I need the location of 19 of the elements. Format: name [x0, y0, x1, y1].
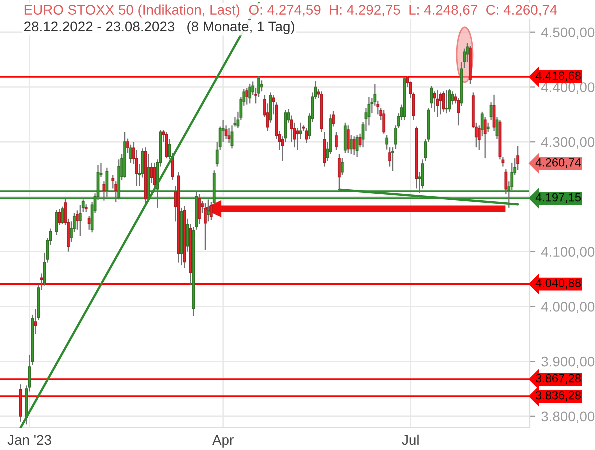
x-tick-label: Jul	[402, 434, 419, 446]
y-tick-label: 4.000,00	[541, 302, 595, 314]
y-tick-label: 4.100,00	[541, 247, 595, 259]
y-tick-label: 3.800,00	[542, 412, 595, 424]
ref-line-label: 3.836,28	[536, 391, 581, 402]
ref-line-label: 3.867,28	[536, 374, 581, 384]
x-tick-label: Apr	[212, 435, 234, 448]
x-tick-label: Jan '23	[8, 435, 52, 446]
y-tick-label: 3.900,00	[542, 356, 595, 368]
y-tick-label: 4.300,00	[541, 137, 595, 149]
annotation: O: 4.274,59 H: 4.292,75 L: 4.248,67 C: 4.260,74	[249, 5, 558, 17]
text: 4.260,74	[536, 158, 582, 168]
y-tick-label: 4.500,00	[541, 28, 595, 40]
ref-line-label: 4.040,88	[536, 279, 581, 289]
ref-line-label: 4.197,15	[536, 193, 582, 204]
chart-title: EURO STOXX 50 (Indikation, Last)	[24, 4, 240, 18]
text: 28.12.2022 - 23.08.2023 (8 Monate, 1 Tag)	[24, 21, 294, 34]
y-tick-label: 4.400,00	[541, 82, 595, 94]
ref-line-label: 4.418,68	[536, 72, 581, 82]
